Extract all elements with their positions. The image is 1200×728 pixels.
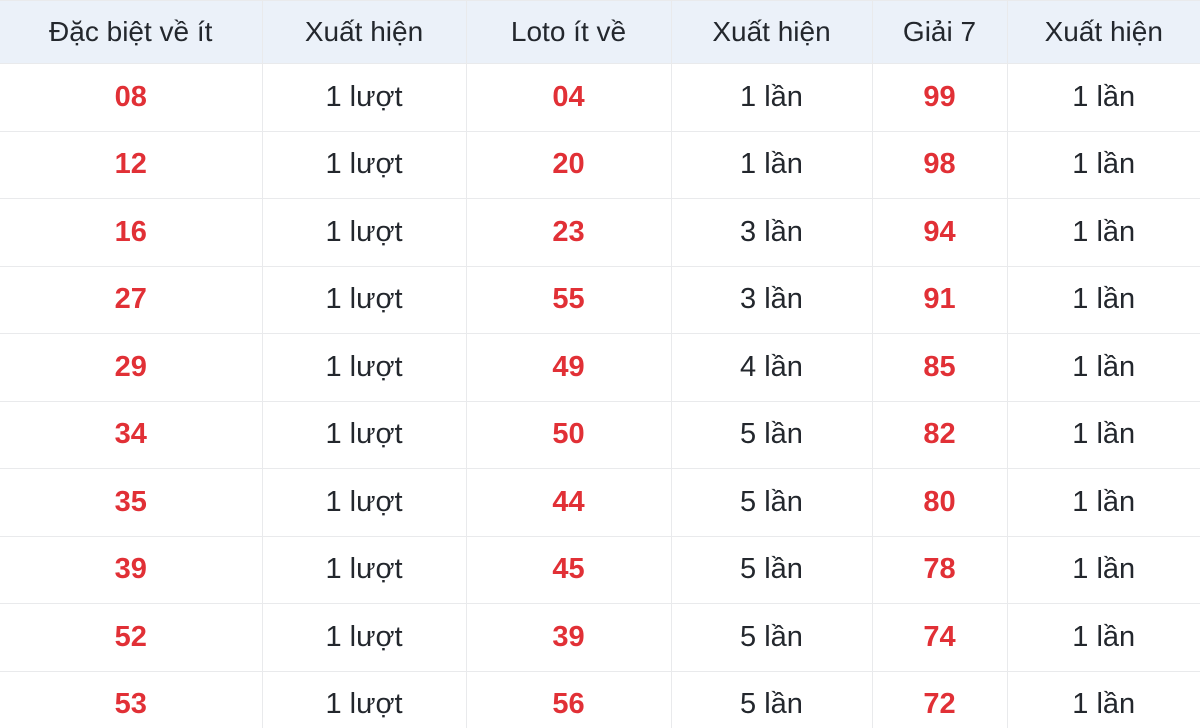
cell-occurrence: 1 lượt xyxy=(261,400,467,469)
cell-occurrence: 1 lần xyxy=(1006,400,1200,469)
cell-number: 49 xyxy=(465,333,672,402)
cell-number: 91 xyxy=(871,265,1008,334)
cell-occurrence: 1 lần xyxy=(1006,603,1200,672)
cell-number: 44 xyxy=(465,468,672,537)
cell-number: 56 xyxy=(465,670,672,728)
cell-number: 39 xyxy=(465,603,672,672)
cell-occurrence: 1 lượt xyxy=(261,63,467,132)
cell-number: 08 xyxy=(0,63,263,132)
cell-occurrence: 1 lần xyxy=(670,63,873,132)
cell-occurrence: 1 lần xyxy=(1006,535,1200,604)
cell-number: 35 xyxy=(0,468,263,537)
cell-occurrence: 1 lần xyxy=(1006,265,1200,334)
cell-number: 98 xyxy=(871,130,1008,199)
cell-number: 80 xyxy=(871,468,1008,537)
cell-number: 85 xyxy=(871,333,1008,402)
cell-occurrence: 1 lượt xyxy=(261,130,467,199)
col-header-appearance-2: Xuất hiện xyxy=(670,0,873,64)
cell-number: 99 xyxy=(871,63,1008,132)
cell-occurrence: 4 lần xyxy=(670,333,873,402)
cell-occurrence: 5 lần xyxy=(670,535,873,604)
table-body: 08 1 lượt 04 1 lần 99 1 lần 12 1 lượt 20 1 lần 98 1… xyxy=(0,63,1200,728)
cell-number: 29 xyxy=(0,333,263,402)
cell-occurrence: 1 lượt xyxy=(261,333,467,402)
table-row: 34 1 lượt 50 5 lần 82 1 lần xyxy=(0,400,1200,469)
cell-occurrence: 1 lượt xyxy=(261,603,467,672)
cell-number: 74 xyxy=(871,603,1008,672)
cell-occurrence: 1 lượt xyxy=(261,535,467,604)
cell-occurrence: 1 lần xyxy=(670,130,873,199)
cell-occurrence: 1 lần xyxy=(1006,670,1200,728)
table-row: 39 1 lượt 45 5 lần 78 1 lần xyxy=(0,535,1200,604)
table-row: 52 1 lượt 39 5 lần 74 1 lần xyxy=(0,603,1200,672)
cell-occurrence: 5 lần xyxy=(670,468,873,537)
cell-number: 04 xyxy=(465,63,672,132)
table-row: 08 1 lượt 04 1 lần 99 1 lần xyxy=(0,63,1200,132)
cell-number: 55 xyxy=(465,265,672,334)
table-row: 16 1 lượt 23 3 lần 94 1 lần xyxy=(0,198,1200,267)
cell-occurrence: 1 lần xyxy=(1006,198,1200,267)
cell-occurrence: 1 lần xyxy=(1006,130,1200,199)
table-row: 35 1 lượt 44 5 lần 80 1 lần xyxy=(0,468,1200,537)
col-header-appearance-3: Xuất hiện xyxy=(1006,0,1200,64)
cell-number: 52 xyxy=(0,603,263,672)
table-row: 27 1 lượt 55 3 lần 91 1 lần xyxy=(0,265,1200,334)
cell-occurrence: 5 lần xyxy=(670,603,873,672)
cell-number: 12 xyxy=(0,130,263,199)
cell-number: 50 xyxy=(465,400,672,469)
col-header-prize-7: Giải 7 xyxy=(871,0,1008,64)
table-header: Đặc biệt về ít Xuất hiện Loto ít về Xuất… xyxy=(0,0,1200,64)
cell-number: 20 xyxy=(465,130,672,199)
table-row: 53 1 lượt 56 5 lần 72 1 lần xyxy=(0,670,1200,728)
cell-occurrence: 1 lần xyxy=(1006,63,1200,132)
cell-occurrence: 3 lần xyxy=(670,265,873,334)
cell-number: 23 xyxy=(465,198,672,267)
col-header-special-rare: Đặc biệt về ít xyxy=(0,0,263,64)
cell-number: 27 xyxy=(0,265,263,334)
cell-number: 94 xyxy=(871,198,1008,267)
col-header-loto-rare: Loto ít về xyxy=(465,0,672,64)
cell-occurrence: 1 lượt xyxy=(261,468,467,537)
table-header-row: Đặc biệt về ít Xuất hiện Loto ít về Xuất… xyxy=(0,0,1200,64)
table-row: 12 1 lượt 20 1 lần 98 1 lần xyxy=(0,130,1200,199)
cell-occurrence: 3 lần xyxy=(670,198,873,267)
cell-number: 34 xyxy=(0,400,263,469)
cell-number: 16 xyxy=(0,198,263,267)
cell-occurrence: 1 lượt xyxy=(261,265,467,334)
cell-number: 78 xyxy=(871,535,1008,604)
table-row: 29 1 lượt 49 4 lần 85 1 lần xyxy=(0,333,1200,402)
cell-occurrence: 5 lần xyxy=(670,670,873,728)
cell-number: 72 xyxy=(871,670,1008,728)
cell-number: 82 xyxy=(871,400,1008,469)
cell-occurrence: 1 lượt xyxy=(261,670,467,728)
cell-occurrence: 5 lần xyxy=(670,400,873,469)
cell-number: 45 xyxy=(465,535,672,604)
cell-occurrence: 1 lần xyxy=(1006,468,1200,537)
cell-number: 53 xyxy=(0,670,263,728)
col-header-appearance-1: Xuất hiện xyxy=(261,0,467,64)
cell-occurrence: 1 lần xyxy=(1006,333,1200,402)
cell-occurrence: 1 lượt xyxy=(261,198,467,267)
cell-number: 39 xyxy=(0,535,263,604)
